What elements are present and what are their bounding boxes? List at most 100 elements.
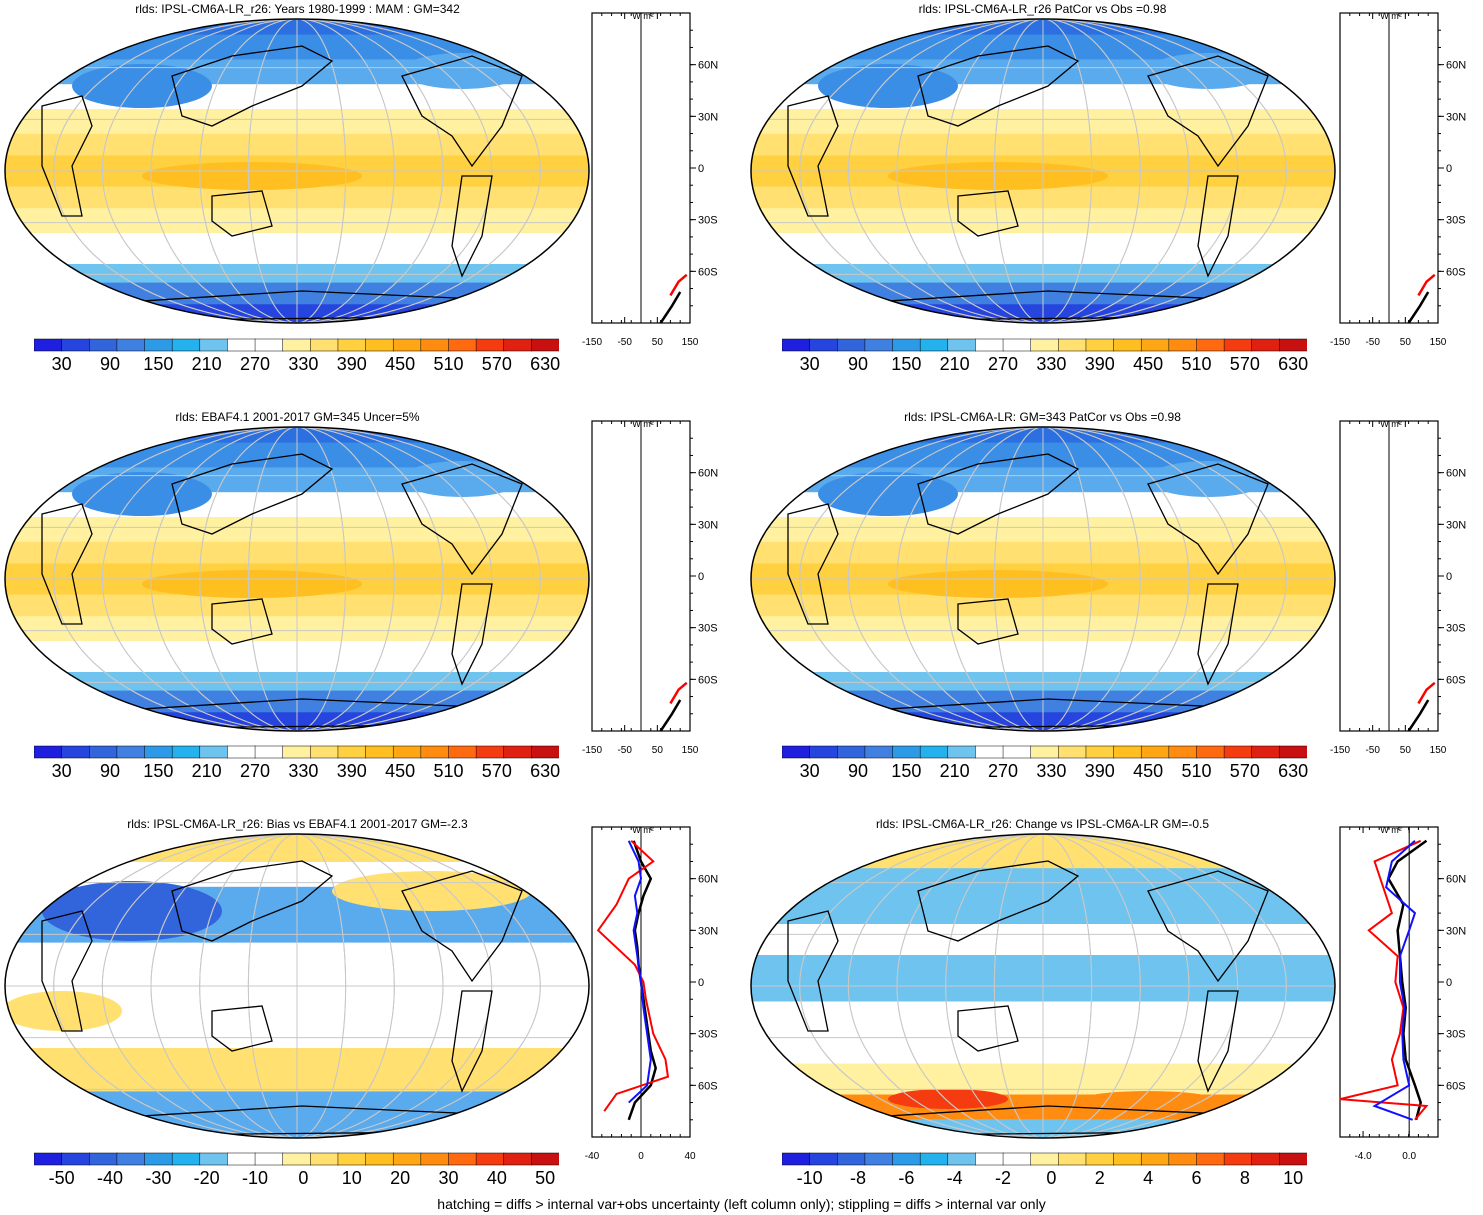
colorbar-tick-label: -50 xyxy=(48,1168,75,1188)
colorbar-swatch xyxy=(947,745,977,759)
colorbar-swatch xyxy=(975,338,1004,352)
panel-3-title: rlds: EBAF4.1 2001-2017 GM=345 Uncer=5% xyxy=(175,410,420,424)
colorbar-swatch xyxy=(1196,1152,1225,1166)
lat-tick-label: 60N xyxy=(1446,874,1466,886)
lat-tick-label: 0 xyxy=(698,163,704,175)
colorbar-tick-label: 10 xyxy=(1283,1168,1304,1188)
colorbar-swatch xyxy=(1140,338,1170,352)
colorbar-tick-label: 330 xyxy=(288,354,319,374)
profile-tick-label: -50 xyxy=(617,337,632,348)
colorbar-swatch xyxy=(919,745,949,759)
profile-tick-label: 50 xyxy=(652,745,664,756)
lat-tick-label: 30S xyxy=(698,623,718,635)
colorbar-tick-label: 450 xyxy=(1133,761,1164,781)
colorbar-swatch xyxy=(1113,745,1142,759)
colorbar-swatch xyxy=(365,338,394,352)
colorbar-swatch xyxy=(1168,338,1198,352)
lat-tick-label: 30S xyxy=(1446,1029,1466,1041)
profile-units: W m² xyxy=(632,419,654,429)
colorbar-tick-label: 0 xyxy=(1046,1168,1057,1188)
colorbar-tick-label: 90 xyxy=(99,761,120,781)
colorbar-swatch xyxy=(1030,338,1060,352)
colorbar-tick-label: 270 xyxy=(988,354,1019,374)
colorbar-swatch xyxy=(1085,745,1115,759)
colorbar-tick-label: 630 xyxy=(1278,761,1309,781)
lat-tick-label: 60N xyxy=(1446,468,1466,480)
colorbar-swatch xyxy=(782,745,811,759)
profile-tick-label: 40 xyxy=(684,1151,696,1162)
colorbar-tick-label: -10 xyxy=(796,1168,823,1188)
colorbar-swatch xyxy=(475,745,505,759)
colorbar-tick-label: 90 xyxy=(847,761,868,781)
colorbar-tick-label: 630 xyxy=(1278,354,1309,374)
panel-4-colorbar xyxy=(782,745,1307,759)
colorbar-swatch xyxy=(975,1152,1004,1166)
colorbar-swatch xyxy=(975,745,1004,759)
colorbar-swatch xyxy=(420,745,450,759)
lat-tick-label: 60N xyxy=(698,60,718,72)
colorbar-swatch xyxy=(809,338,839,352)
colorbar-swatch xyxy=(89,1152,118,1166)
colorbar-swatch xyxy=(199,338,229,352)
lat-tick-label: 60N xyxy=(698,874,718,886)
profile-units: W m² xyxy=(632,825,654,835)
colorbar-swatch xyxy=(89,338,118,352)
lat-tick-label: 60S xyxy=(698,1080,718,1092)
colorbar-swatch xyxy=(1279,745,1307,759)
colorbar-swatch xyxy=(61,745,91,759)
colorbar-swatch xyxy=(1002,745,1032,759)
colorbar-swatch xyxy=(116,338,146,352)
panel-6-map xyxy=(750,833,1336,1139)
panel-2-title: rlds: IPSL-CM6A-LR_r26 PatCor vs Obs =0.… xyxy=(918,2,1167,16)
colorbar-swatch xyxy=(420,338,450,352)
colorbar-swatch xyxy=(392,1152,422,1166)
colorbar-swatch xyxy=(1058,1152,1087,1166)
colorbar-swatch xyxy=(892,745,921,759)
colorbar-tick-label: 150 xyxy=(143,761,174,781)
colorbar-tick-label: 150 xyxy=(891,354,922,374)
colorbar-swatch xyxy=(337,745,367,759)
profile-tick-label: -150 xyxy=(582,745,602,756)
panel-4-zonal-profile: 60N 30N 0 30S 60S -150 -50 50 150 W m² xyxy=(1330,419,1466,756)
colorbar-swatch xyxy=(1113,338,1142,352)
colorbar-swatch xyxy=(116,1152,146,1166)
colorbar-swatch xyxy=(503,745,533,759)
colorbar-tick-label: 150 xyxy=(143,354,174,374)
map-outline xyxy=(750,426,1336,732)
colorbar-swatch xyxy=(254,745,284,759)
colorbar-swatch xyxy=(392,338,422,352)
profile-units: W m² xyxy=(1380,419,1402,429)
colorbar-swatch xyxy=(531,1152,559,1166)
colorbar-swatch xyxy=(1251,1152,1281,1166)
colorbar-swatch xyxy=(448,338,477,352)
panel-1-colorbar xyxy=(34,338,559,352)
profile-tick-label: -150 xyxy=(582,337,602,348)
colorbar-swatch xyxy=(365,745,394,759)
colorbar-swatch xyxy=(1140,1152,1170,1166)
colorbar-swatch xyxy=(227,338,256,352)
colorbar-tick-label: 330 xyxy=(1036,761,1067,781)
colorbar-tick-label: -20 xyxy=(193,1168,220,1188)
profile-tick-label: -50 xyxy=(1365,745,1380,756)
panel-5-map xyxy=(4,833,590,1139)
colorbar-swatch xyxy=(116,745,146,759)
colorbar-swatch xyxy=(1058,338,1087,352)
lat-tick-label: 60N xyxy=(1446,60,1466,72)
colorbar-tick-label: 390 xyxy=(336,761,367,781)
colorbar-swatch xyxy=(1168,1152,1198,1166)
colorbar-tick-label: 270 xyxy=(240,761,271,781)
colorbar-swatch xyxy=(1223,338,1253,352)
colorbar-tick-label: 30 xyxy=(51,761,72,781)
colorbar-swatch xyxy=(1030,745,1060,759)
panel-4-title: rlds: IPSL-CM6A-LR: GM=343 PatCor vs Obs… xyxy=(904,410,1181,424)
colorbar-swatch xyxy=(1140,745,1170,759)
colorbar-swatch xyxy=(864,338,894,352)
profile-units: W m² xyxy=(1380,825,1402,835)
profile-tick-label: 0 xyxy=(638,1151,644,1162)
map-outline xyxy=(4,833,590,1139)
lat-tick-label: 0 xyxy=(1446,571,1452,583)
lat-tick-label: 0 xyxy=(698,977,704,989)
panel-3-colorbar xyxy=(34,745,559,759)
colorbar-tick-label: 210 xyxy=(191,354,222,374)
panel-5-title: rlds: IPSL-CM6A-LR_r26: Bias vs EBAF4.1 … xyxy=(127,817,468,831)
